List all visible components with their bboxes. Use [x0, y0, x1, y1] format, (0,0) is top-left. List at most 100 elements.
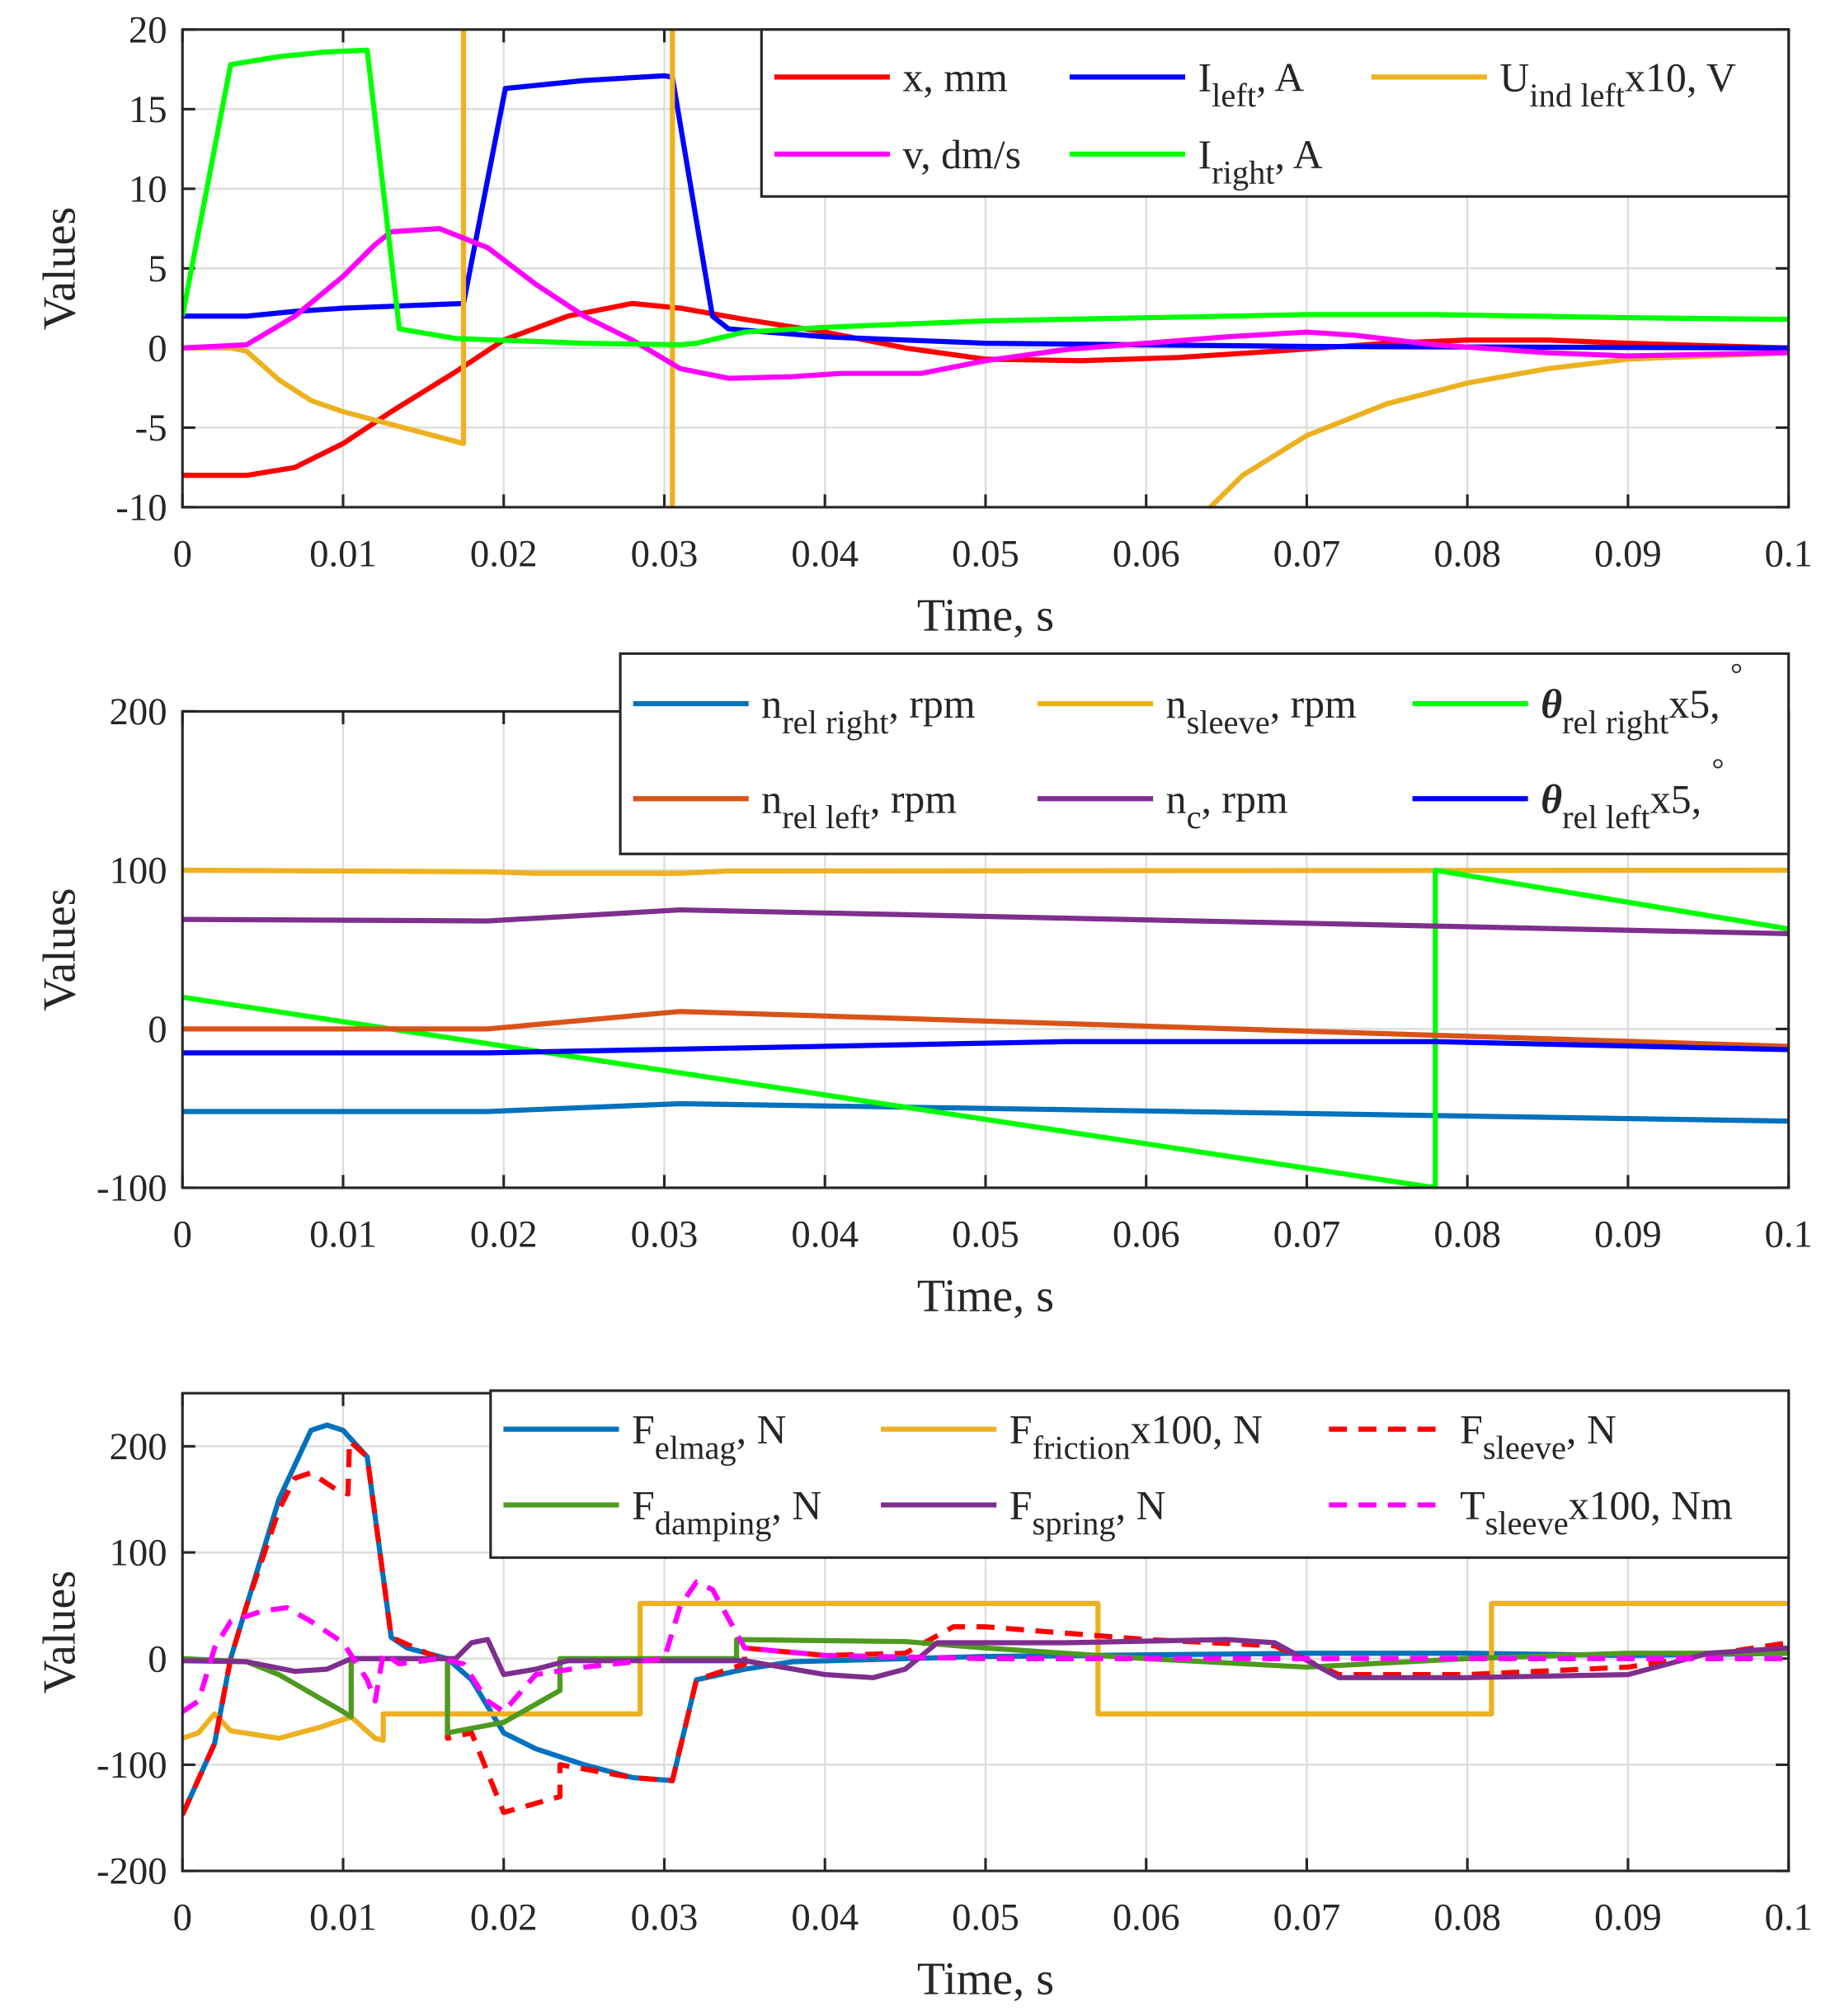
- legend: nrel right, rpm nsleeve, rpm θrel rightx5,…: [619, 652, 1791, 855]
- legend-label: θrel leftx5, °: [1541, 753, 1724, 836]
- y-tick-label: 0: [148, 1637, 167, 1680]
- legend-subscript: sleeve: [1485, 1505, 1569, 1542]
- legend-box: [619, 652, 1791, 855]
- x-tick-label: 0.06: [1113, 1213, 1180, 1256]
- x-axis-label: Time, s: [917, 1954, 1054, 2005]
- legend-subscript: spring: [1032, 1505, 1115, 1542]
- x-tick-label: 0.06: [1113, 532, 1180, 575]
- series-line-i-right-a: [182, 47, 1789, 348]
- legend-label: v, dm/s: [903, 132, 1021, 177]
- x-tick-label: 0.09: [1594, 1896, 1662, 1939]
- series-line-theta-rel-left-x5-deg: [182, 1039, 1789, 1056]
- x-tick-label: 0.03: [631, 532, 699, 575]
- legend-subscript: ind left: [1529, 77, 1625, 114]
- chart-3: 0 0.01 0.02 0.03 0.04 0.05 0.06 0.07 0.08 0.09 0.1…: [34, 1389, 1813, 2005]
- chart-1: 0 0.01 0.02 0.03 0.04 0.05 0.06 0.07 0.08 0.09 0.1…: [34, 8, 1812, 641]
- x-axis-label: Time, s: [917, 1270, 1054, 1321]
- y-tick-label: -5: [135, 407, 167, 450]
- series-line-n-c-rpm: [182, 907, 1789, 936]
- x-tick-label: 0.01: [309, 1896, 377, 1939]
- legend-superscript: °: [1712, 753, 1725, 787]
- legend-main: I: [1198, 55, 1212, 101]
- y-axis-label: Values: [34, 1571, 85, 1693]
- x-tick-label: 0.09: [1594, 532, 1662, 575]
- y-tick-label: 100: [110, 849, 167, 892]
- legend-label: Ffrictionx100, N: [1009, 1407, 1263, 1467]
- legend-label: Fdamping, N: [632, 1483, 821, 1543]
- legend-main: θ: [1541, 776, 1562, 822]
- legend-suffix: , rpm: [1270, 681, 1357, 727]
- legend-subscript: right: [1212, 154, 1274, 191]
- series-line-v-dm-s: [182, 225, 1789, 381]
- y-tick-label: 15: [129, 88, 167, 131]
- series-group: [182, 867, 1789, 1188]
- x-tick-label: 0: [173, 532, 192, 575]
- legend-subscript: rel right: [1562, 704, 1668, 741]
- x-tick-label: 0.04: [791, 1896, 859, 1939]
- legend-main: n: [761, 776, 782, 822]
- series-line-f-sleeve-n: [182, 1438, 1789, 1816]
- legend-suffix: , N: [737, 1407, 787, 1453]
- y-tick-label: 5: [148, 247, 167, 290]
- legend-suffix: , A: [1256, 55, 1304, 101]
- legend-suffix: x100, Nm: [1569, 1483, 1733, 1528]
- legend-main: I: [1198, 132, 1212, 177]
- x-tick-label: 0.07: [1273, 532, 1341, 575]
- legend-main: v, dm/s: [903, 132, 1021, 177]
- legend-label: nsleeve, rpm: [1166, 681, 1357, 741]
- legend: Felmag, N Ffrictionx100, N Fsleeve, NFdamp…: [489, 1389, 1791, 1559]
- legend-box: [760, 28, 1791, 198]
- legend-label: Uind leftx10, V: [1499, 55, 1735, 115]
- y-axis-label: Values: [34, 888, 85, 1010]
- y-tick-label: -10: [115, 486, 167, 529]
- legend: x, mm Ileft, A Uind leftx10, Vv, dm/s Irigh…: [760, 28, 1791, 198]
- y-tick-label: 20: [129, 8, 167, 51]
- x-tick-label: 0: [173, 1896, 192, 1939]
- legend-suffix: x10, V: [1625, 55, 1736, 101]
- x-tick-label: 0.1: [1764, 532, 1812, 575]
- legend-label: x, mm: [903, 55, 1008, 101]
- legend-suffix: , A: [1275, 132, 1323, 177]
- y-tick-label: 0: [148, 327, 167, 370]
- x-tick-label: 0.01: [309, 1213, 377, 1256]
- x-tick-label: 0.07: [1273, 1213, 1341, 1256]
- x-tick-label: 0.04: [791, 1213, 859, 1256]
- y-tick-label: 200: [110, 690, 167, 733]
- legend-subscript: rel right: [782, 704, 888, 741]
- legend-subscript: elmag: [655, 1429, 737, 1466]
- y-tick-label: 10: [129, 167, 167, 210]
- legend-main: F: [632, 1483, 655, 1528]
- legend-suffix: , rpm: [888, 681, 975, 727]
- series-group: [182, 29, 1789, 507]
- x-tick-label: 0.08: [1433, 1213, 1501, 1256]
- y-tick-label: -100: [96, 1744, 167, 1787]
- x-tick-label: 0.05: [952, 1213, 1019, 1256]
- x-tick-label: 0.08: [1433, 532, 1501, 575]
- legend-main: n: [1166, 681, 1187, 727]
- legend-label: nrel left, rpm: [761, 776, 957, 836]
- legend-label: Ileft, A: [1198, 55, 1305, 115]
- legend-subscript: rel left: [782, 798, 870, 836]
- x-tick-label: 0.1: [1764, 1896, 1812, 1939]
- legend-suffix: x100, N: [1131, 1407, 1263, 1453]
- legend-subscript: friction: [1032, 1429, 1130, 1466]
- legend-main: F: [1009, 1407, 1033, 1453]
- x-tick-label: 0.03: [631, 1896, 699, 1939]
- x-tick-label: 0: [173, 1213, 192, 1256]
- legend-suffix: , N: [1116, 1483, 1166, 1528]
- legend-label: Fspring, N: [1009, 1483, 1166, 1543]
- y-tick-label: -100: [96, 1167, 167, 1210]
- legend-subscript: damping: [655, 1505, 772, 1542]
- legend-suffix: , N: [771, 1483, 821, 1528]
- series-line-t-sleeve-x100-nm: [182, 1579, 1789, 1715]
- legend-label: θrel rightx5, °: [1541, 658, 1743, 741]
- x-tick-label: 0.02: [470, 1896, 538, 1939]
- legend-subscript: rel left: [1562, 798, 1650, 836]
- series-line-n-sleeve-rpm: [182, 867, 1789, 876]
- legend-suffix: , rpm: [1202, 776, 1288, 822]
- legend-subscript: sleeve: [1483, 1429, 1566, 1466]
- legend-subscript: left: [1212, 77, 1256, 114]
- legend-label: Iright, A: [1198, 132, 1323, 191]
- legend-superscript: °: [1730, 658, 1743, 692]
